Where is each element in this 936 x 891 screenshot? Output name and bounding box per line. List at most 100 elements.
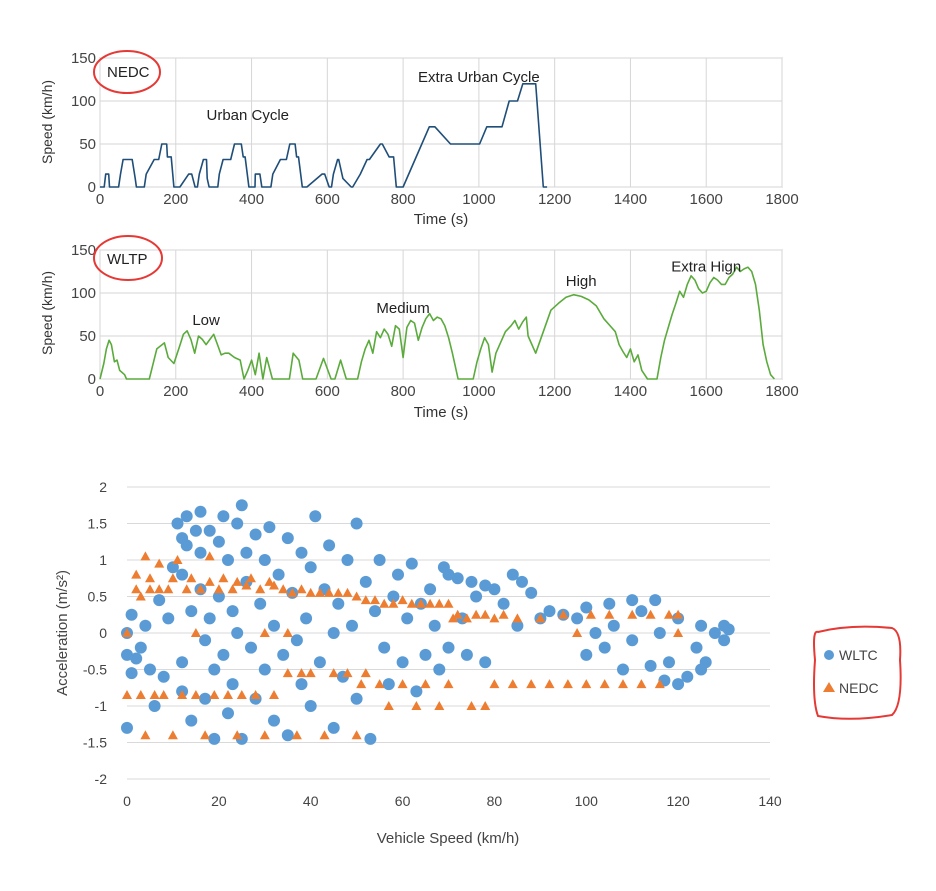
wltc-point [281, 532, 294, 545]
wltc-point [199, 692, 212, 705]
wltc-point [327, 721, 340, 734]
nedc-point [122, 628, 132, 637]
nedc-point [186, 573, 197, 583]
legend-highlight-box [813, 625, 902, 720]
wltc-point [203, 524, 216, 537]
wltc-point [332, 597, 345, 610]
wltc-point [497, 597, 510, 610]
y-tick-label: 100 [71, 285, 96, 302]
wltc-point [153, 594, 166, 607]
nedc-point [604, 609, 615, 619]
series [121, 499, 735, 745]
nedc-point [526, 679, 537, 689]
y-tick-label: -2 [95, 771, 108, 787]
wltc-point [157, 670, 170, 683]
x-tick-label: 1800 [765, 191, 798, 208]
x-tick-label: 400 [239, 191, 264, 208]
wltc-point [180, 539, 193, 552]
nedc-point [246, 573, 256, 583]
x-tick-label: 100 [575, 793, 599, 809]
nedc-point [135, 690, 146, 699]
nedc-point [434, 701, 445, 710]
phase-annotation: Urban Cycle [207, 107, 290, 124]
nedc-point [314, 587, 325, 597]
x-axis-label: Time (s) [414, 404, 468, 421]
wltc-point [373, 554, 386, 566]
nedc-point [461, 613, 472, 623]
wltc-point [323, 539, 336, 552]
y-tick-label: 1.5 [88, 516, 108, 532]
wltc-point [166, 561, 179, 574]
nedc-point [305, 668, 316, 678]
wltc-point [695, 619, 708, 632]
x-tick-label: 600 [315, 383, 340, 400]
nedc-point [489, 679, 500, 689]
wltc-point [424, 583, 437, 596]
nedc-point [466, 701, 477, 710]
y-tick-label: 150 [71, 242, 96, 259]
cycle-label: NEDC [107, 64, 150, 81]
wltc-point [653, 627, 666, 639]
wltc-point [571, 612, 584, 625]
nedc-point [291, 730, 302, 740]
nedc-point [673, 628, 684, 637]
wltc-point [258, 663, 271, 676]
nedc-point [397, 679, 408, 689]
wltc-point [231, 627, 244, 639]
y-tick-label: 50 [79, 136, 96, 153]
phase-annotation: High [566, 273, 597, 290]
wltc-point [125, 608, 138, 621]
wltc-point [217, 510, 230, 523]
nedc-point [374, 679, 385, 689]
wltc-point [176, 656, 189, 669]
x-tick-label: 400 [239, 383, 264, 400]
wltc-point [295, 678, 308, 691]
y-tick-label: 0 [88, 179, 96, 196]
wltc-point [603, 597, 616, 610]
wltc-point [272, 568, 285, 581]
phase-annotation: Medium [376, 300, 429, 317]
x-tick-label: 80 [487, 793, 503, 809]
nedc-point [480, 701, 491, 710]
x-tick-label: 60 [395, 793, 411, 809]
acceleration-scatter-chart: -2-1.5-1-0.500.511.520 20 40 60 80 100 120 140 … [54, 479, 902, 847]
wltc-point [589, 627, 602, 639]
wltc-point [346, 619, 358, 632]
nedc-point [167, 730, 178, 740]
nedc-point [471, 609, 482, 619]
wltc-point [295, 546, 308, 559]
nedc-point [135, 591, 146, 601]
series [100, 83, 548, 188]
y-tick-label: 100 [71, 93, 96, 110]
wltc-point [580, 601, 593, 614]
nedc-point [227, 584, 238, 594]
wltc-point [681, 670, 694, 683]
nedc-point [305, 587, 316, 597]
nedc-point [342, 587, 353, 597]
nedc-point [255, 584, 266, 594]
nedc-point [342, 668, 353, 678]
legend-marker-wltc [824, 650, 834, 660]
nedc-point [328, 668, 339, 678]
wltc-point [369, 605, 381, 618]
nedc-point [581, 679, 592, 689]
x-tick-label: 1600 [690, 383, 723, 400]
nedc-point [351, 730, 362, 740]
wltc-point [419, 648, 432, 661]
wltc-point [695, 663, 708, 676]
nedc-highlight-circle [93, 50, 161, 94]
speed-trace-line [100, 83, 548, 188]
wltc-point [442, 641, 455, 654]
wltc-point [364, 732, 377, 745]
x-tick-label: 40 [303, 793, 319, 809]
nedc-point [140, 730, 151, 740]
wltc-point [226, 605, 239, 618]
nedc-point [232, 730, 243, 740]
wltc-point [148, 700, 161, 712]
cycle-label: WLTP [107, 251, 148, 268]
wltc-point [663, 656, 675, 669]
y-axis-label: Acceleration (m/s²) [54, 570, 71, 696]
y-tick-label: 2 [99, 479, 107, 495]
legend: WLTC NEDC [813, 625, 902, 720]
wltc-point [134, 641, 147, 654]
